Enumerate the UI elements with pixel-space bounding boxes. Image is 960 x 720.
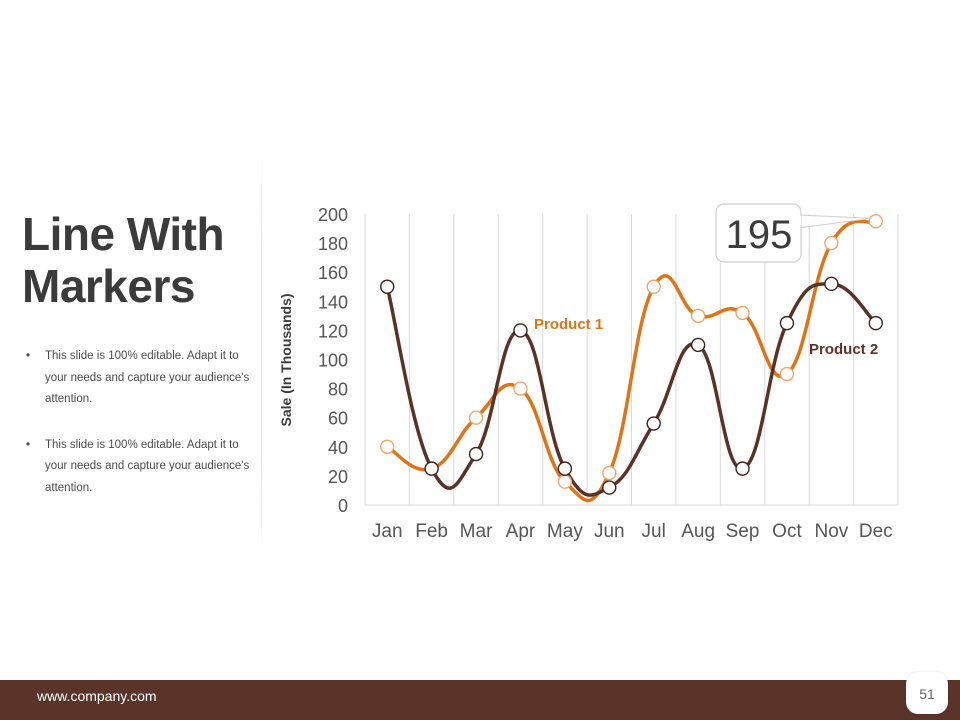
y-tick-label: 100 [318, 351, 348, 371]
data-point-1 [602, 465, 617, 481]
y-tick-label: 0 [338, 496, 348, 516]
data-point-2 [424, 461, 439, 476]
bullet-text: This slide is 100% editable. Adapt it to… [45, 438, 250, 494]
y-tick-label: 180 [318, 234, 348, 254]
x-tick-label: Mar [460, 521, 493, 542]
data-point-1 [646, 279, 661, 294]
page-number: 51 [906, 672, 948, 714]
data-point-2 [824, 276, 839, 292]
x-tick-label: Dec [859, 521, 893, 542]
data-point-2 [735, 461, 750, 476]
data-point-2 [646, 416, 661, 431]
x-tick-label: Jul [642, 521, 666, 542]
data-point-2 [779, 315, 795, 331]
y-axis-label: Sale (In Thousands) [278, 293, 294, 426]
title-line-2: Markers [22, 260, 195, 312]
data-point-2 [468, 446, 484, 462]
data-point-2 [690, 337, 706, 353]
callout-value: 195 [726, 213, 793, 257]
bullet-item: • This slide is 100% editable. Adapt it … [26, 346, 262, 411]
data-point-1 [557, 474, 573, 489]
y-tick-label: 40 [328, 438, 348, 458]
bullet-text: This slide is 100% editable. Adapt it to… [45, 350, 250, 405]
data-point-1 [468, 410, 484, 425]
y-tick-label: 20 [328, 467, 348, 487]
data-point-1 [380, 439, 395, 454]
bullet-item: • This slide is 100% editable. Adapt it … [26, 435, 262, 500]
data-point-2 [602, 480, 617, 495]
x-tick-label: Nov [814, 521, 848, 542]
x-tick-label: May [547, 521, 583, 542]
series-line-2 [385, 282, 878, 497]
data-point-1 [779, 366, 795, 382]
data-point-2 [868, 315, 883, 331]
x-tick-label: Apr [506, 521, 536, 542]
callout-box [715, 203, 802, 263]
series-label-product-1: Product 1 [534, 316, 603, 333]
slide-title: Line With Markers [22, 208, 262, 312]
bullet-icon: • [26, 438, 31, 451]
y-tick-label: 80 [328, 380, 348, 400]
y-tick-label: 120 [318, 321, 348, 341]
y-tick-label: 140 [318, 292, 348, 312]
x-tick-label: Jan [372, 521, 403, 542]
title-line-1: Line With [22, 208, 225, 260]
y-tick-label: 60 [328, 409, 348, 429]
x-tick-label: Feb [415, 521, 448, 542]
line-chart: 0 20 40 60 80 100 120 140 160 180 200 Jan Feb Mar Apr M… [278, 203, 899, 542]
x-tick-label: Sep [726, 521, 760, 542]
data-point-1 [690, 308, 706, 324]
data-point-1 [868, 214, 883, 229]
data-point-2 [380, 279, 395, 294]
footer-bar: www.company.com [0, 680, 960, 720]
bullet-list: • This slide is 100% editable. Adapt it … [26, 346, 262, 523]
footer-url[interactable]: www.company.com [37, 688, 157, 704]
x-tick-label: Jun [594, 521, 625, 542]
series-label-product-2: Product 2 [809, 341, 878, 358]
y-tick-label: 200 [318, 205, 348, 225]
x-tick-label: Aug [681, 521, 715, 542]
bullet-icon: • [26, 350, 31, 362]
y-tick-label: 160 [318, 263, 348, 283]
x-tick-label: Oct [772, 521, 802, 542]
data-point-2 [557, 461, 573, 476]
vertical-divider [261, 150, 262, 560]
data-point-2 [513, 323, 528, 338]
data-point-1 [513, 381, 528, 396]
data-point-1 [824, 235, 839, 251]
data-point-1 [735, 305, 750, 321]
